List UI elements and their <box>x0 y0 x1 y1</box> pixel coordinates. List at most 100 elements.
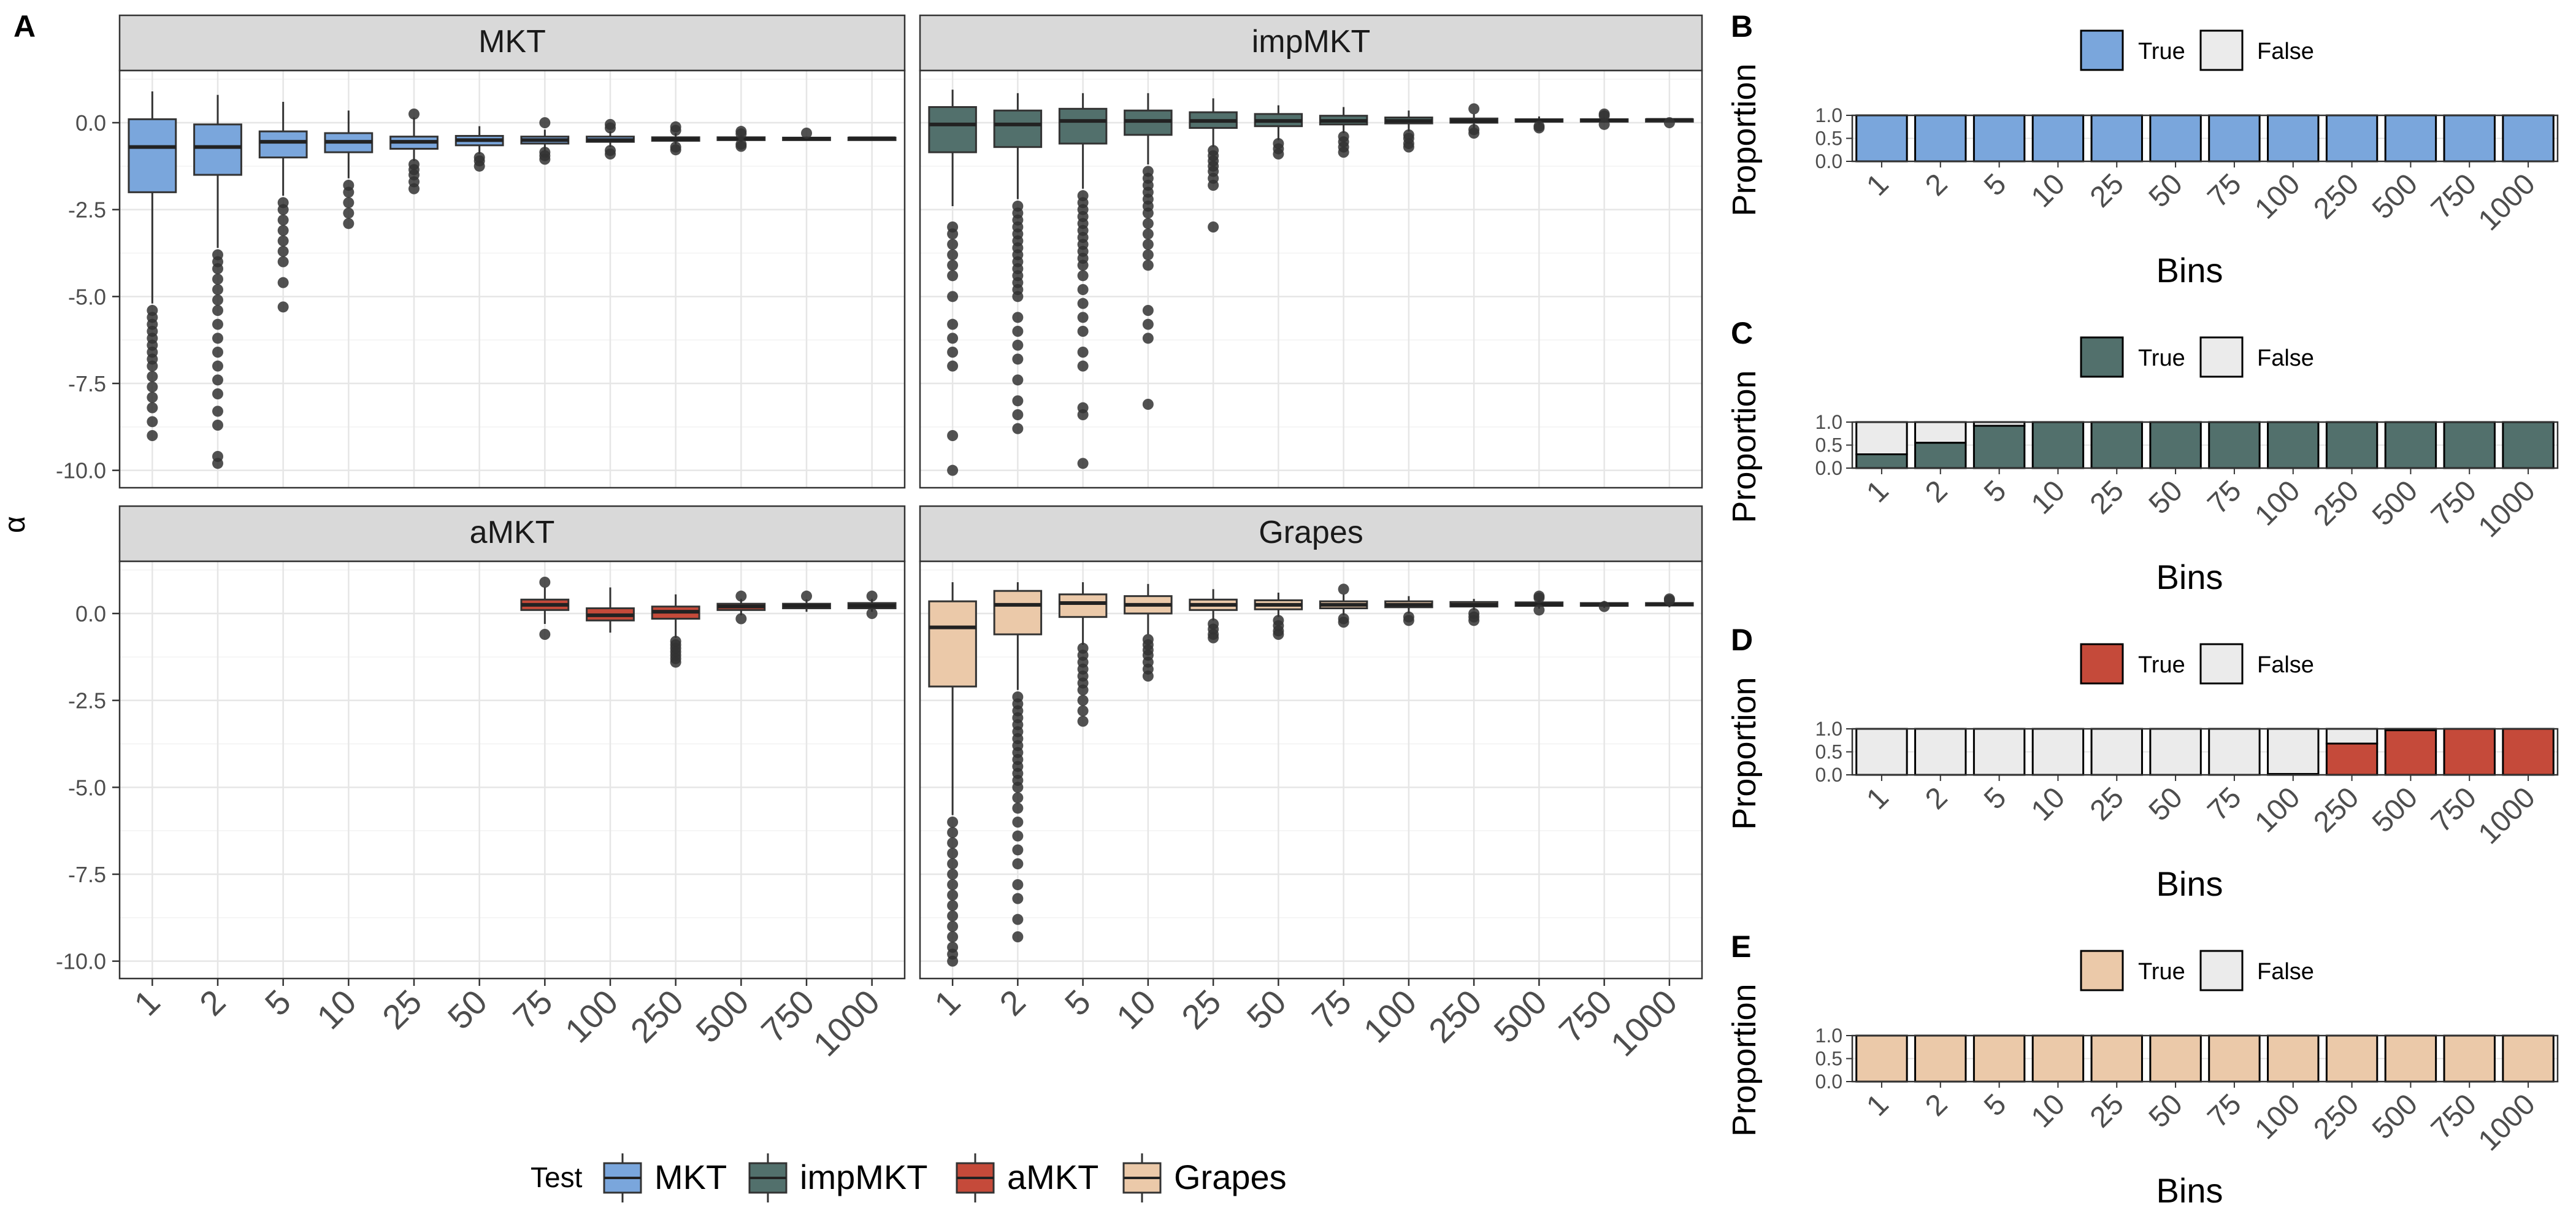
outlier-point <box>212 284 223 295</box>
outlier-point <box>277 235 289 247</box>
box-100 <box>1384 596 1433 626</box>
bar-75 <box>2208 728 2261 776</box>
x-tick-label: 1000 <box>2472 1088 2542 1157</box>
outlier-point <box>1012 792 1024 804</box>
outlier-point <box>539 117 551 128</box>
box-1 <box>128 91 177 441</box>
outlier-point <box>735 613 747 625</box>
bar-250 <box>2325 114 2379 163</box>
outlier-point <box>147 416 158 428</box>
outlier-point <box>1273 148 1284 160</box>
outlier-point <box>947 249 959 261</box>
bar-50 <box>2149 421 2202 469</box>
facet-strip <box>919 14 1703 72</box>
x-tick-label: 1000 <box>1603 982 1685 1064</box>
bar-segment-false <box>2208 728 2261 776</box>
outlier-point <box>1077 360 1089 372</box>
y-tick-label: -7.5 <box>68 371 106 396</box>
outlier-point <box>1208 221 1219 233</box>
bar-segment-true <box>2384 114 2437 163</box>
x-tick-label: 1 <box>927 982 968 1023</box>
x-tick-label: 250 <box>2307 781 2365 839</box>
bar-5 <box>1972 728 2026 776</box>
outlier-point <box>801 128 812 139</box>
x-tick-label: 75 <box>2201 167 2247 213</box>
bar-2 <box>1914 728 1967 776</box>
x-tick-label: 1 <box>1860 474 1895 509</box>
outlier-point <box>212 347 223 358</box>
plot-border <box>919 560 1703 980</box>
outlier-point <box>277 256 289 267</box>
facet-mkt: MKT -10.0 -7.5 -5.0 -2.5 0.0 <box>56 14 906 489</box>
bar-2 <box>1914 421 1967 469</box>
legend-label-true: True <box>2138 345 2185 371</box>
box-10 <box>1124 583 1173 682</box>
outlier-point <box>1077 298 1089 309</box>
y-tick-label: 0.5 <box>1815 741 1842 763</box>
outlier-point <box>947 291 959 302</box>
bar-segment-true <box>2267 1034 2320 1083</box>
bar-1 <box>1855 114 1908 163</box>
box-iqr <box>993 109 1043 148</box>
outlier-point <box>801 590 812 602</box>
box-iqr <box>1058 593 1108 618</box>
outlier-point <box>1012 817 1024 828</box>
outlier-point <box>1077 284 1089 295</box>
bar-segment-true <box>2149 1034 2202 1083</box>
outlier-point <box>1077 270 1089 282</box>
y-tick-label: -2.5 <box>68 688 106 714</box>
x-tick-label: 1 <box>1860 167 1895 202</box>
x-tick-label: 250 <box>1421 982 1489 1050</box>
outlier-point <box>947 430 959 441</box>
x-tick-label: 1000 <box>806 982 887 1064</box>
bar-segment-false <box>1972 728 2026 776</box>
outlier-point <box>212 374 223 386</box>
panel-letter-c: C <box>1731 316 1753 350</box>
box-2 <box>993 93 1043 434</box>
bar-segment-false <box>1914 421 1967 444</box>
outlier-point <box>277 204 289 215</box>
bar-25 <box>2090 421 2143 469</box>
facet-strip <box>118 14 906 72</box>
box-250 <box>1449 103 1498 139</box>
bar-1 <box>1855 421 1908 469</box>
outlier-point <box>947 848 959 859</box>
outlier-point <box>947 890 959 901</box>
outlier-point <box>539 629 551 640</box>
x-tick-label: 50 <box>2143 167 2189 213</box>
x-tick-label: 5 <box>1978 1088 2012 1122</box>
legend-label-false: False <box>2257 345 2314 371</box>
x-tick-label: 100 <box>2248 781 2306 839</box>
x-tick-label: 75 <box>2201 474 2247 520</box>
bar-segment-true <box>2208 114 2261 163</box>
y-tick-label: -2.5 <box>68 198 106 223</box>
outlier-point <box>1012 914 1024 925</box>
outlier-point <box>947 270 959 282</box>
bar-5 <box>1972 421 2026 469</box>
bar-500 <box>2384 728 2437 776</box>
outlier-point <box>1012 879 1024 890</box>
panel-letter-e: E <box>1731 929 1751 964</box>
outlier-point <box>1012 782 1024 793</box>
outlier-point <box>670 121 681 133</box>
box-iqr <box>993 590 1043 636</box>
outlier-point <box>735 140 747 152</box>
outlier-point <box>947 931 959 942</box>
x-tick-label: 500 <box>2366 167 2424 225</box>
outlier-point <box>408 183 420 194</box>
bar-segment-true <box>1914 114 1967 163</box>
outlier-point <box>277 277 289 288</box>
box-750 <box>1579 601 1629 612</box>
outlier-point <box>1208 632 1219 644</box>
outlier-point <box>212 318 223 330</box>
x-tick-label: 100 <box>2248 1088 2306 1145</box>
plot-border <box>118 69 906 489</box>
bar-750 <box>2443 728 2496 776</box>
x-axis-title: Bins <box>2156 1171 2223 1210</box>
legend-key-false <box>2199 643 2244 685</box>
outlier-point <box>212 388 223 399</box>
bar-1 <box>1855 728 1908 776</box>
bar-75 <box>2208 114 2261 163</box>
outlier-point <box>1142 207 1154 219</box>
